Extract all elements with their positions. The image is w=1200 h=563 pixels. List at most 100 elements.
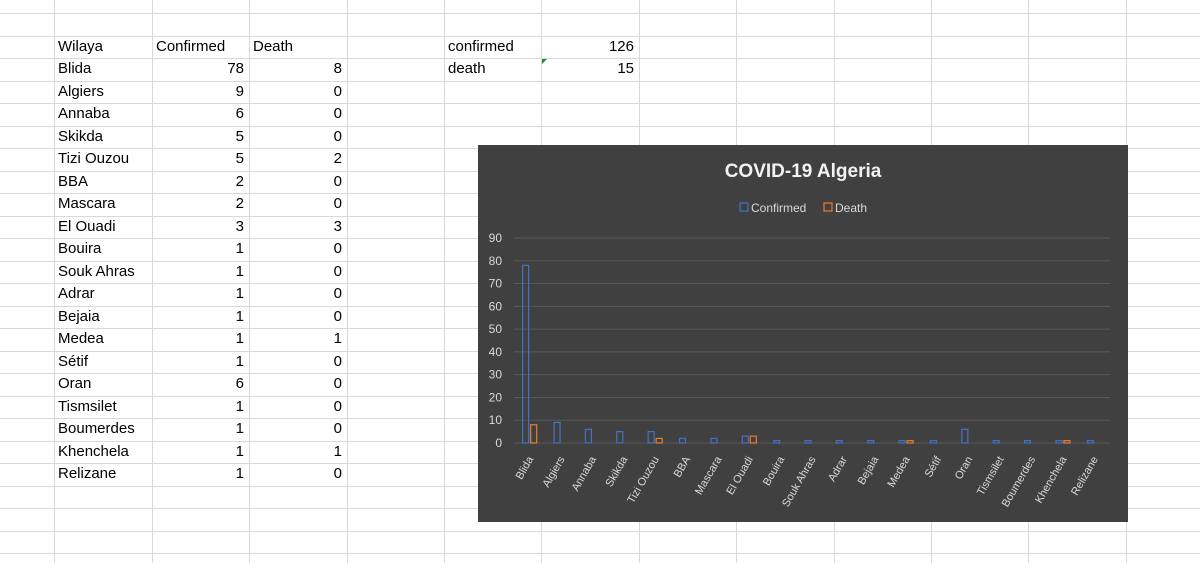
confirmed-cell[interactable]: 1: [235, 420, 244, 437]
confirmed-cell[interactable]: 1: [235, 353, 244, 370]
death-cell[interactable]: 8: [333, 60, 342, 77]
confirmed-cell[interactable]: 1: [235, 443, 244, 460]
bar-death: [906, 440, 914, 444]
wilaya-cell[interactable]: Annaba: [58, 105, 110, 122]
covid-chart[interactable]: COVID-19 Algeria 0 10 20 30 40 50 60 70 80 90 Conf…: [478, 145, 1128, 522]
confirmed-cell[interactable]: 1: [235, 263, 244, 280]
confirmed-cell[interactable]: 1: [235, 398, 244, 415]
legend-label: Death: [835, 201, 867, 215]
death-cell[interactable]: 0: [333, 465, 342, 482]
bar-confirmed: [804, 440, 812, 444]
header-cell[interactable]: Confirmed: [156, 38, 226, 55]
death-cell[interactable]: 0: [333, 105, 342, 122]
confirmed-cell[interactable]: 3: [235, 218, 244, 235]
death-cell[interactable]: 0: [333, 308, 342, 325]
bar-confirmed: [678, 437, 687, 444]
wilaya-cell[interactable]: Mascara: [58, 195, 116, 212]
wilaya-cell[interactable]: Algiers: [58, 83, 104, 100]
wilaya-cell[interactable]: Skikda: [58, 128, 104, 145]
summary-value[interactable]: 15: [617, 60, 634, 77]
summary-value[interactable]: 126: [608, 38, 634, 55]
chart-svg: COVID-19 Algeria 0 10 20 30 40 50 60 70 80 90 Conf…: [489, 161, 1110, 509]
bar-confirmed: [553, 421, 561, 444]
grid-row-line: [0, 103, 1200, 104]
confirmed-cell[interactable]: 5: [235, 128, 244, 145]
death-cell[interactable]: 0: [333, 195, 342, 212]
wilaya-cell[interactable]: Tismsilet: [58, 398, 117, 415]
death-cell[interactable]: 1: [333, 330, 342, 347]
summary-label[interactable]: death: [448, 60, 486, 77]
confirmed-cell[interactable]: 1: [235, 285, 244, 302]
death-cell[interactable]: 2: [333, 150, 342, 167]
confirmed-cell[interactable]: 1: [235, 330, 244, 347]
death-cell[interactable]: 0: [333, 353, 342, 370]
x-tick-label: Blida: [514, 454, 537, 482]
death-cell[interactable]: 0: [333, 375, 342, 392]
wilaya-cell[interactable]: Tizi Ouzou: [58, 150, 130, 167]
bar-confirmed: [898, 440, 906, 444]
wilaya-cell[interactable]: Blida: [58, 60, 92, 77]
wilaya-cell[interactable]: Bejaia: [58, 308, 100, 325]
bar-confirmed: [1086, 440, 1094, 444]
legend-swatch: [823, 202, 833, 212]
confirmed-cell[interactable]: 1: [235, 465, 244, 482]
bar-confirmed: [616, 431, 624, 444]
grid-col-line: [347, 0, 348, 563]
wilaya-cell[interactable]: Sétif: [58, 353, 89, 370]
x-tick-label: El Ouadi: [724, 455, 755, 498]
confirmed-cell[interactable]: 78: [227, 60, 244, 77]
x-tick-label: Annaba: [570, 454, 600, 494]
wilaya-cell[interactable]: Medea: [58, 330, 104, 347]
y-tick-label: 70: [489, 277, 503, 291]
death-cell[interactable]: 0: [333, 83, 342, 100]
wilaya-cell[interactable]: Relizane: [58, 465, 117, 482]
bar-confirmed: [741, 435, 749, 444]
wilaya-cell[interactable]: Adrar: [58, 285, 95, 302]
death-cell[interactable]: 0: [333, 128, 342, 145]
confirmed-cell[interactable]: 5: [235, 150, 244, 167]
x-tick-label: Mascara: [693, 454, 725, 497]
header-cell[interactable]: Death: [253, 38, 294, 55]
death-cell[interactable]: 1: [333, 443, 342, 460]
grid-row-line: [0, 553, 1200, 554]
wilaya-cell[interactable]: Souk Ahras: [58, 263, 135, 280]
bar-death: [1063, 440, 1071, 444]
confirmed-cell[interactable]: 9: [235, 83, 244, 100]
death-cell[interactable]: 0: [333, 240, 342, 257]
bar-confirmed: [835, 440, 843, 444]
confirmed-cell[interactable]: 6: [235, 375, 244, 392]
x-tick-label: Relizane: [1069, 455, 1101, 498]
death-cell[interactable]: 0: [333, 285, 342, 302]
y-tick-label: 50: [489, 322, 503, 336]
wilaya-cell[interactable]: BBA: [58, 173, 89, 190]
death-cell[interactable]: 0: [333, 420, 342, 437]
grid-col-line: [152, 0, 153, 563]
confirmed-cell[interactable]: 6: [235, 105, 244, 122]
x-tick-label: Khenchela: [1033, 454, 1070, 506]
legend-label: Confirmed: [751, 201, 806, 215]
confirmed-cell[interactable]: 2: [235, 195, 244, 212]
wilaya-cell[interactable]: El Ouadi: [58, 218, 116, 235]
wilaya-cell[interactable]: Boumerdes: [58, 420, 135, 437]
confirmed-cell[interactable]: 1: [235, 240, 244, 257]
death-cell[interactable]: 0: [333, 173, 342, 190]
summary-label[interactable]: confirmed: [448, 38, 514, 55]
wilaya-cell[interactable]: Bouira: [58, 240, 102, 257]
death-cell[interactable]: 0: [333, 263, 342, 280]
header-cell[interactable]: Wilaya: [58, 38, 104, 55]
x-tick-label: BBA: [672, 454, 694, 480]
wilaya-cell[interactable]: Khenchela: [58, 443, 129, 460]
x-tick-label: Bouira: [761, 454, 788, 488]
wilaya-cell[interactable]: Oran: [58, 375, 92, 392]
bar-confirmed: [992, 440, 1000, 444]
bar-death: [530, 424, 538, 444]
grid-row-line: [0, 13, 1200, 14]
y-tick-label: 20: [489, 390, 503, 404]
x-tick-label: Sétif: [923, 454, 945, 480]
bar-death: [655, 437, 663, 444]
death-cell[interactable]: 0: [333, 398, 342, 415]
death-cell[interactable]: 3: [333, 218, 342, 235]
x-tick-label: Skikda: [603, 454, 630, 489]
confirmed-cell[interactable]: 2: [235, 173, 244, 190]
confirmed-cell[interactable]: 1: [235, 308, 244, 325]
